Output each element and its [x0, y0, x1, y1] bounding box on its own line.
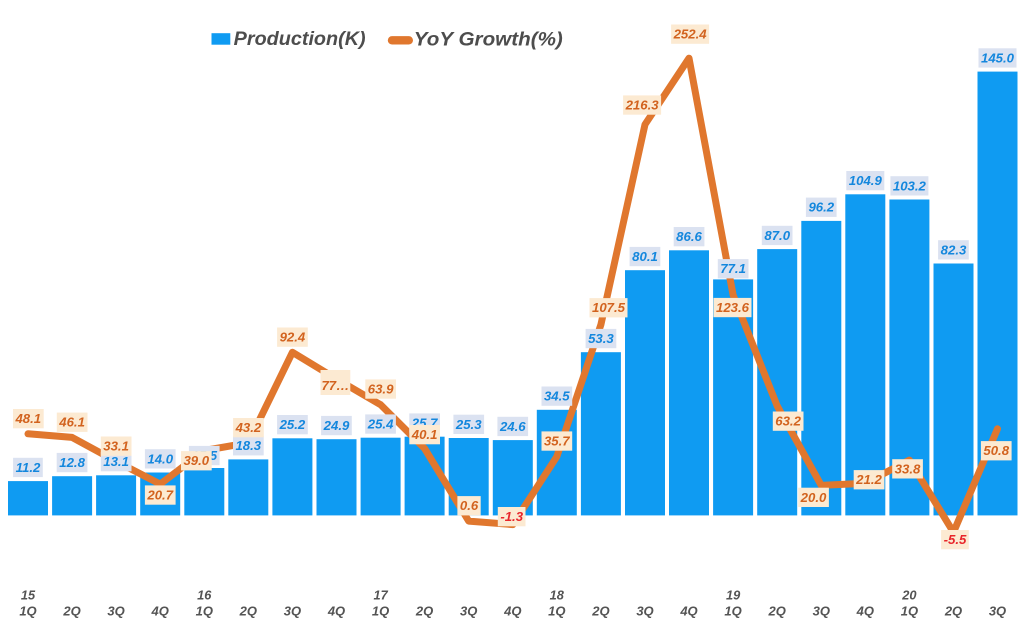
- svg-text:-1.3: -1.3: [500, 509, 523, 524]
- svg-text:33.8: 33.8: [895, 461, 921, 476]
- svg-text:107.5: 107.5: [592, 300, 626, 315]
- svg-text:4Q: 4Q: [503, 604, 521, 619]
- svg-text:4Q: 4Q: [679, 604, 697, 619]
- svg-text:1Q: 1Q: [19, 604, 36, 619]
- svg-text:33.1: 33.1: [103, 439, 129, 454]
- svg-text:4Q: 4Q: [151, 604, 169, 619]
- svg-text:63.2: 63.2: [775, 414, 801, 429]
- svg-text:80.1: 80.1: [632, 249, 658, 264]
- svg-text:53.3: 53.3: [588, 331, 614, 346]
- svg-text:2Q: 2Q: [944, 604, 962, 619]
- svg-text:82.3: 82.3: [941, 242, 967, 257]
- svg-text:18.3: 18.3: [235, 438, 261, 453]
- svg-text:96.2: 96.2: [808, 200, 834, 215]
- svg-text:2Q: 2Q: [591, 604, 609, 619]
- svg-text:YoY Growth(%): YoY Growth(%): [414, 29, 563, 50]
- svg-text:1Q: 1Q: [724, 604, 741, 619]
- svg-text:39.0: 39.0: [183, 453, 209, 468]
- svg-text:3Q: 3Q: [284, 604, 301, 619]
- svg-text:48.1: 48.1: [14, 411, 41, 426]
- svg-text:1Q: 1Q: [372, 604, 389, 619]
- svg-text:4Q: 4Q: [856, 604, 874, 619]
- svg-text:50.8: 50.8: [983, 443, 1009, 458]
- svg-text:3Q: 3Q: [460, 604, 477, 619]
- svg-text:25.2: 25.2: [279, 417, 306, 432]
- svg-text:Production(K): Production(K): [234, 29, 366, 50]
- svg-text:35.7: 35.7: [544, 434, 570, 449]
- svg-text:34.5: 34.5: [544, 389, 570, 404]
- svg-text:25.3: 25.3: [455, 417, 482, 432]
- svg-text:1Q: 1Q: [196, 604, 213, 619]
- svg-text:20.7: 20.7: [146, 488, 173, 503]
- svg-text:19: 19: [726, 587, 741, 602]
- svg-text:4Q: 4Q: [327, 604, 345, 619]
- svg-text:87.0: 87.0: [764, 228, 790, 243]
- svg-text:12.8: 12.8: [59, 455, 85, 470]
- svg-text:43.2: 43.2: [235, 420, 262, 435]
- svg-text:2Q: 2Q: [62, 604, 80, 619]
- svg-text:3Q: 3Q: [107, 604, 124, 619]
- svg-text:1Q: 1Q: [548, 604, 565, 619]
- svg-text:2Q: 2Q: [239, 604, 257, 619]
- svg-text:77…: 77…: [321, 378, 349, 393]
- svg-text:3Q: 3Q: [813, 604, 830, 619]
- svg-text:123.6: 123.6: [716, 300, 750, 315]
- svg-text:92.4: 92.4: [280, 330, 306, 345]
- svg-text:24.9: 24.9: [323, 418, 350, 433]
- svg-text:17: 17: [373, 587, 388, 602]
- svg-text:46.1: 46.1: [58, 415, 85, 430]
- svg-text:20.0: 20.0: [800, 490, 827, 505]
- svg-text:18: 18: [550, 587, 565, 602]
- svg-text:1Q: 1Q: [901, 604, 918, 619]
- svg-text:25.4: 25.4: [367, 417, 394, 432]
- svg-text:24.6: 24.6: [499, 419, 526, 434]
- svg-text:3Q: 3Q: [636, 604, 653, 619]
- svg-text:16: 16: [197, 587, 212, 602]
- svg-text:15: 15: [21, 587, 36, 602]
- svg-text:13.1: 13.1: [103, 454, 129, 469]
- svg-text:216.3: 216.3: [625, 98, 660, 113]
- svg-text:252.4: 252.4: [673, 27, 708, 42]
- svg-text:20: 20: [901, 587, 916, 602]
- svg-text:0.6: 0.6: [460, 498, 479, 513]
- svg-text:103.2: 103.2: [893, 178, 927, 193]
- svg-text:14.0: 14.0: [147, 451, 173, 466]
- svg-text:145.0: 145.0: [981, 50, 1015, 65]
- svg-text:104.9: 104.9: [849, 173, 883, 188]
- svg-text:3Q: 3Q: [989, 604, 1006, 619]
- svg-text:40.1: 40.1: [411, 427, 438, 442]
- svg-text:11.2: 11.2: [16, 460, 41, 475]
- svg-text:77.1: 77.1: [720, 261, 746, 276]
- svg-text:21.2: 21.2: [855, 472, 882, 487]
- svg-text:63.9: 63.9: [368, 382, 394, 397]
- svg-text:2Q: 2Q: [768, 604, 786, 619]
- svg-text:86.6: 86.6: [676, 229, 702, 244]
- svg-text:2Q: 2Q: [415, 604, 433, 619]
- svg-text:-5.5: -5.5: [944, 532, 967, 547]
